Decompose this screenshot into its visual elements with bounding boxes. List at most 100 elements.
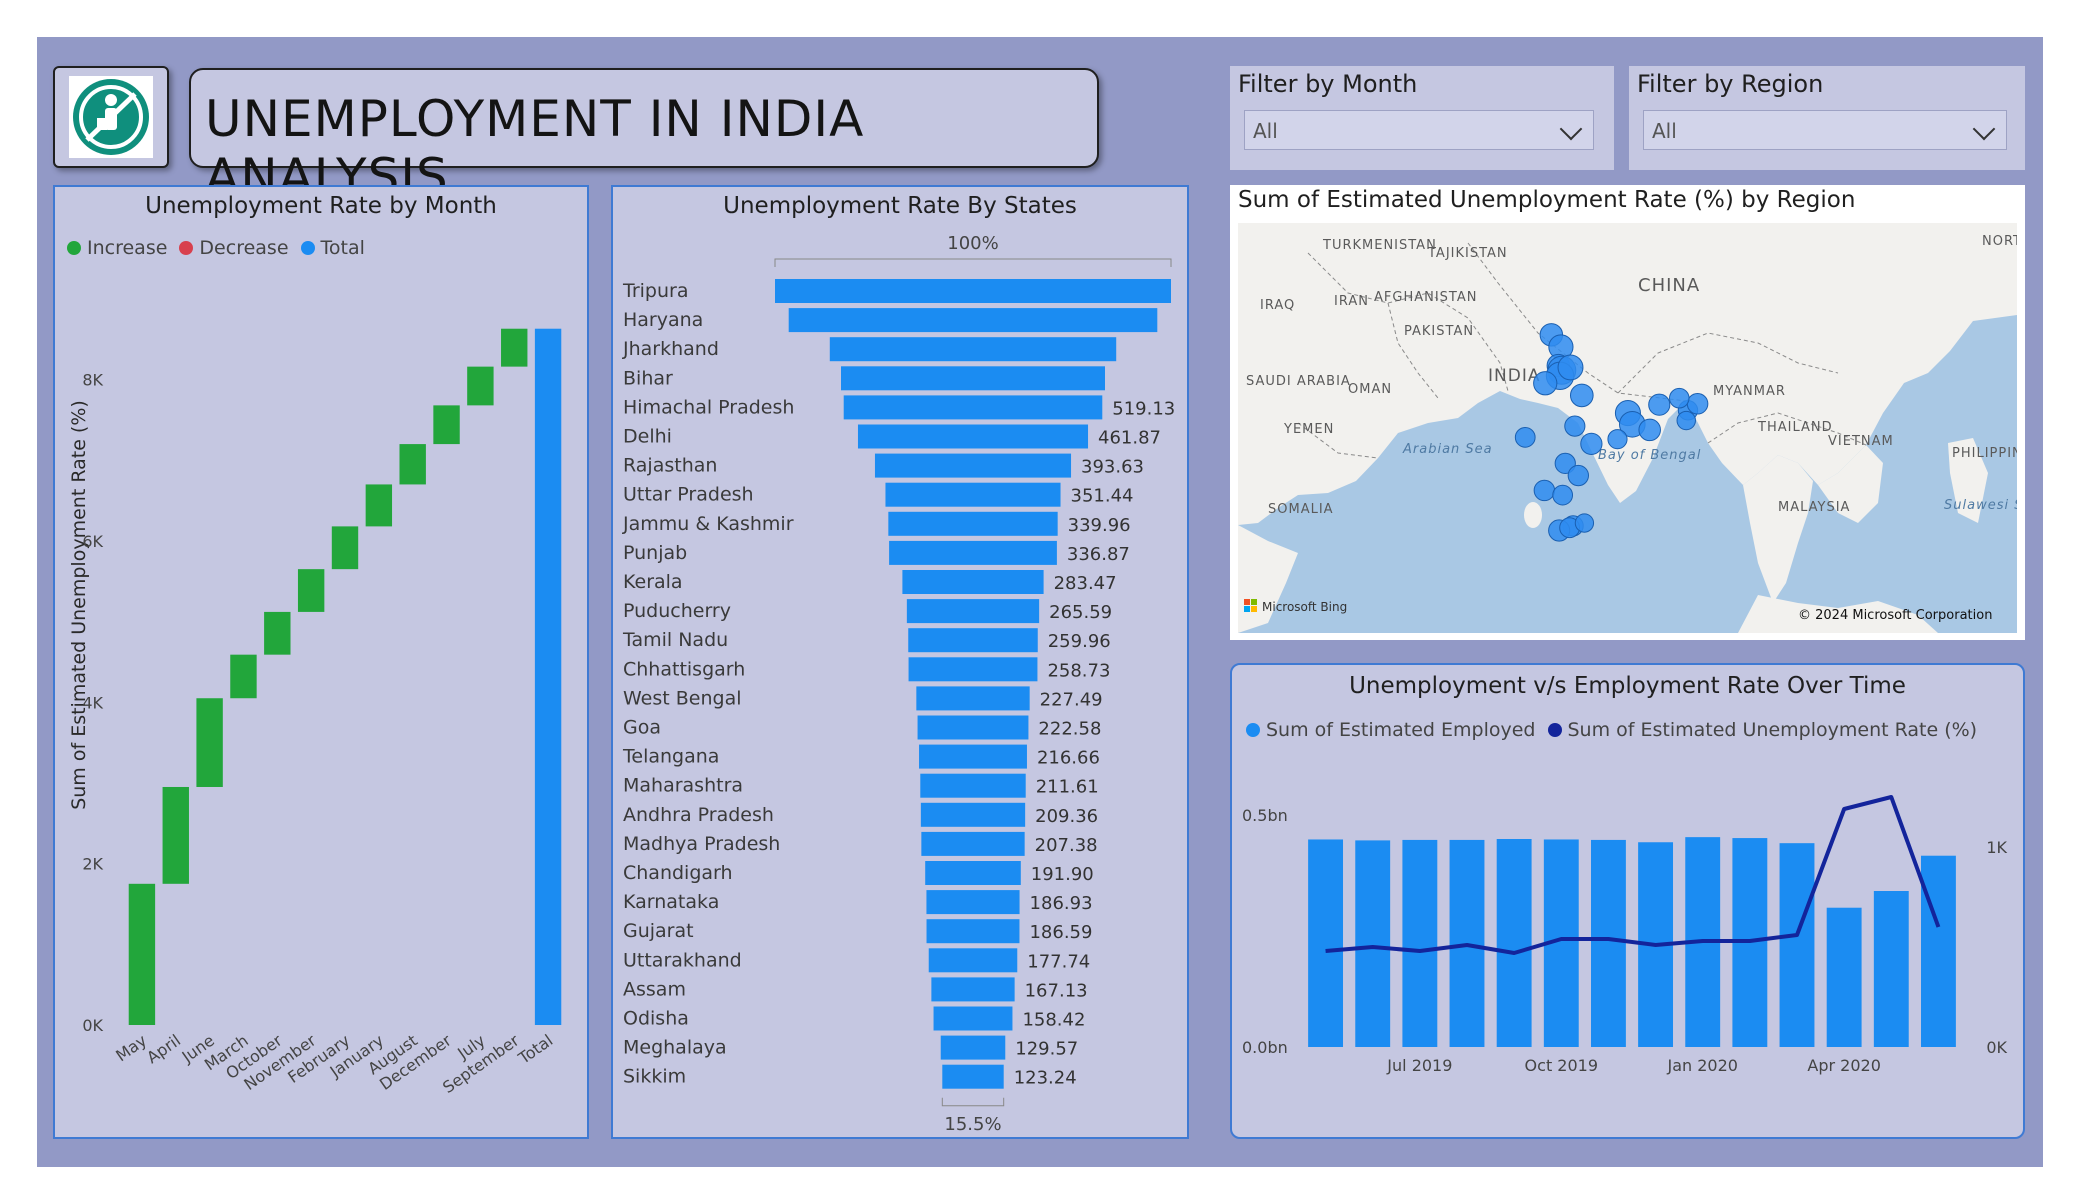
map-bubble[interactable] xyxy=(1676,410,1696,431)
waterfall-bar xyxy=(501,328,528,367)
map-bubble[interactable] xyxy=(1569,383,1594,408)
funnel-category-label: Goa xyxy=(623,717,661,739)
funnel-category-label: Odisha xyxy=(623,1008,689,1030)
combo-employed-bar xyxy=(1496,839,1532,1047)
funnel-bar xyxy=(916,686,1030,711)
funnel-top-label: 100% xyxy=(947,233,998,254)
title-box: UNEMPLOYMENT IN INDIA ANALYSIS xyxy=(189,68,1099,206)
funnel-bar xyxy=(885,482,1061,507)
combo-unemployment-line xyxy=(1325,795,1941,955)
funnel-category-label: Punjab xyxy=(623,542,687,564)
funnel-category-label: Chhattisgarh xyxy=(623,658,745,680)
filter-month-dropdown[interactable]: All xyxy=(1244,110,1594,150)
funnel-category-label: West Bengal xyxy=(623,687,742,709)
map-bubble[interactable] xyxy=(1533,479,1556,502)
funnel-value-label: 227.49 xyxy=(1040,689,1103,710)
map-bubble[interactable] xyxy=(1580,432,1603,455)
funnel-bar xyxy=(843,395,1103,420)
legend-decrease-marker xyxy=(179,241,194,255)
map-bubble[interactable] xyxy=(1514,426,1536,448)
waterfall-y-tick: 4K xyxy=(82,693,103,712)
map-title: Sum of Estimated Unemployment Rate (%) b… xyxy=(1238,187,1856,213)
funnel-category-label: Jharkhand xyxy=(622,338,719,360)
map-bubble[interactable] xyxy=(1686,392,1709,415)
funnel-category-label: Assam xyxy=(623,978,686,1000)
legend-employed-label: Sum of Estimated Employed xyxy=(1266,719,1536,741)
waterfall-bar xyxy=(331,526,359,570)
logo-box xyxy=(53,66,169,168)
waterfall-x-tick: April xyxy=(143,1031,184,1068)
funnel-bar xyxy=(908,657,1038,682)
combo-legend: Sum of Estimated Employed Sum of Estimat… xyxy=(1246,719,1977,741)
map-credit-microsoft: © 2024 Microsoft Corporation xyxy=(1798,608,1992,623)
funnel-bar xyxy=(908,628,1038,653)
map-bubble[interactable] xyxy=(1607,429,1628,450)
waterfall-chart: Sum of Estimated Unemployment Rate (%) 0… xyxy=(68,328,562,1097)
map-bubble[interactable] xyxy=(1567,464,1589,487)
legend-total-label: Total xyxy=(320,237,365,259)
filter-region-label: Filter by Region xyxy=(1637,70,1824,98)
map-bubble[interactable] xyxy=(1648,393,1671,416)
combo-employed-bar xyxy=(1920,855,1956,1047)
funnel-value-label: 265.59 xyxy=(1049,602,1112,623)
waterfall-bar xyxy=(297,569,325,612)
waterfall-bar xyxy=(365,484,393,527)
funnel-bar xyxy=(888,511,1058,536)
funnel-top-bracket xyxy=(774,258,1172,267)
map-bubble[interactable] xyxy=(1533,371,1558,396)
funnel-value-label: 283.47 xyxy=(1054,573,1117,594)
funnel-category-label: Madhya Pradesh xyxy=(623,833,780,855)
funnel-value-label: 186.59 xyxy=(1029,922,1092,943)
funnel-bar xyxy=(775,279,1171,303)
funnel-bar xyxy=(857,424,1089,449)
combo-employed-bar xyxy=(1355,840,1391,1047)
states-card: Unemployment Rate By States 100% Tripura H… xyxy=(611,185,1189,1139)
funnel-value-label: 207.38 xyxy=(1035,835,1098,856)
map-bubble[interactable] xyxy=(1669,387,1690,409)
map-bubble[interactable] xyxy=(1638,418,1661,442)
funnel-category-label: Puducherry xyxy=(623,600,731,622)
funnel-category-label: Gujarat xyxy=(623,920,694,942)
map-label-oman: OMAN xyxy=(1348,382,1392,397)
map-card: Sum of Estimated Unemployment Rate (%) b… xyxy=(1230,185,2025,640)
waterfall-bar xyxy=(162,786,189,884)
funnel-value-label: 129.57 xyxy=(1015,1039,1078,1060)
map-bubble[interactable] xyxy=(1574,513,1595,533)
funnel-value-label: 177.74 xyxy=(1027,951,1090,972)
map-bubble[interactable] xyxy=(1564,415,1586,437)
map-label-china: CHINA xyxy=(1638,275,1700,296)
combo-x-tick: Jul 2019 xyxy=(1386,1056,1452,1075)
map-label-north: NORT xyxy=(1982,234,2017,249)
filter-month-label: Filter by Month xyxy=(1238,70,1418,98)
funnel-category-label: Delhi xyxy=(623,426,672,448)
filter-region-card: Filter by Region All xyxy=(1629,66,2025,170)
region-bubble-map[interactable]: TURKMENISTAN TAJIKISTAN IRAQ IRAN AFGHAN… xyxy=(1238,223,2017,633)
map-label-arabian-sea: Arabian Sea xyxy=(1402,442,1493,457)
combo-employed-bar xyxy=(1308,839,1344,1047)
combo-employed-bar xyxy=(1590,839,1626,1047)
map-bubble[interactable] xyxy=(1557,354,1584,381)
funnel-bar xyxy=(829,337,1117,362)
funnel-category-label: Maharashtra xyxy=(623,775,743,797)
filter-region-dropdown[interactable]: All xyxy=(1643,110,2007,150)
combo-employed-bar xyxy=(1826,907,1862,1047)
funnel-value-label: 167.13 xyxy=(1025,980,1088,1001)
funnel-category-label: Tamil Nadu xyxy=(622,629,728,651)
map-label-turkmenistan: TURKMENISTAN xyxy=(1322,238,1437,253)
filter-month-value: All xyxy=(1253,119,1278,143)
funnel-bar xyxy=(919,744,1027,769)
funnel-value-label: 216.66 xyxy=(1037,748,1100,769)
funnel-bottom-label: 15.5% xyxy=(944,1114,1001,1135)
funnel-bar xyxy=(841,366,1105,391)
funnel-value-label: 211.61 xyxy=(1036,777,1099,798)
combo-title: Unemployment v/s Employment Rate Over Ti… xyxy=(1349,673,1906,699)
map-label-bay-of-bengal: Bay of Bengal xyxy=(1598,448,1701,463)
waterfall-bar xyxy=(128,883,156,1025)
map-bubble[interactable] xyxy=(1552,484,1574,506)
funnel-bar xyxy=(933,1006,1013,1031)
funnel-bar xyxy=(889,540,1057,565)
legend-increase-label: Increase xyxy=(87,237,168,259)
funnel-category-label: Andhra Pradesh xyxy=(623,804,774,826)
funnel-bar xyxy=(920,773,1026,798)
states-funnel-chart: 100% Tripura Haryana Jharkhand Bihar Himachal… xyxy=(622,233,1175,1135)
